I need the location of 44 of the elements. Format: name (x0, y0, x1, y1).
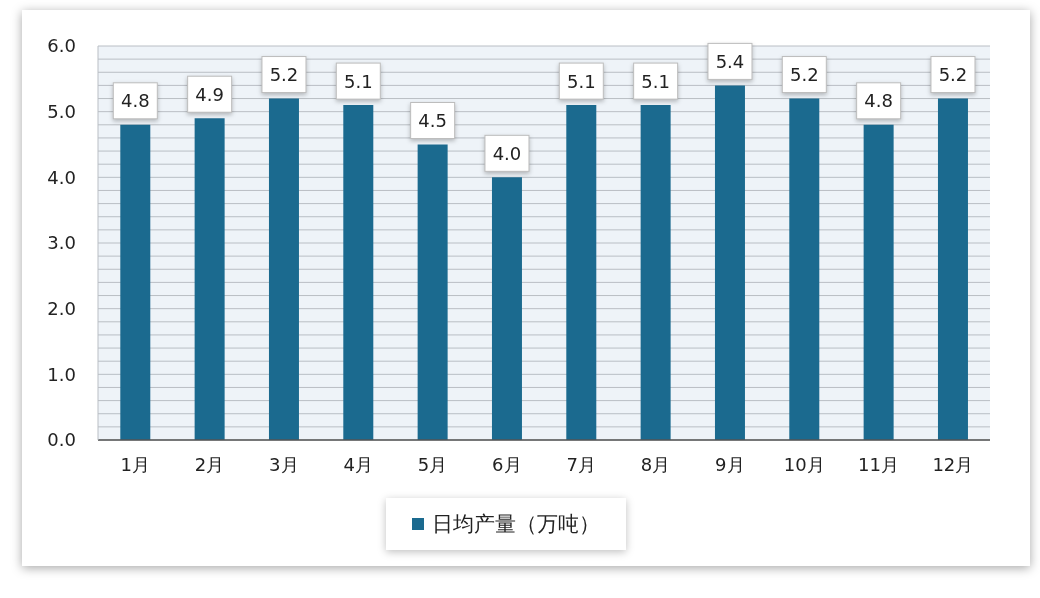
x-tick-label: 2月 (194, 453, 225, 475)
x-tick-label: 6月 (492, 453, 522, 475)
data-label: 4.9 (195, 83, 224, 105)
bar (789, 98, 820, 440)
data-label: 4.8 (120, 90, 150, 112)
x-tick-label: 1月 (120, 453, 150, 475)
y-tick-label: 4.0 (47, 166, 76, 188)
y-tick-label: 2.0 (47, 298, 76, 320)
bar (194, 118, 225, 440)
bar (566, 105, 597, 440)
data-label: 5.4 (715, 50, 745, 72)
x-tick-label: 5月 (417, 453, 448, 475)
bar (343, 105, 374, 440)
bar (268, 98, 299, 440)
bar (491, 177, 522, 440)
data-label: 4.0 (492, 142, 522, 164)
bar (417, 144, 448, 440)
data-label: 4.8 (864, 90, 893, 112)
data-label: 5.2 (789, 64, 819, 86)
y-tick-label: 0.0 (47, 429, 76, 451)
x-tick-label: 11月 (858, 453, 899, 475)
x-tick-label: 12月 (932, 453, 974, 475)
y-tick-label: 3.0 (47, 232, 76, 254)
x-tick-label: 9月 (715, 453, 745, 475)
bar (714, 85, 745, 440)
y-tick-label: 1.0 (47, 363, 76, 385)
data-label: 5.2 (269, 64, 299, 86)
bar (937, 98, 968, 440)
data-label: 4.5 (418, 110, 447, 131)
y-tick-label: 5.0 (47, 101, 76, 123)
bar (120, 124, 151, 440)
bar (863, 124, 894, 440)
x-tick-label: 4月 (343, 453, 373, 475)
y-tick-label: 6.0 (47, 35, 76, 57)
data-label: 5.1 (641, 70, 670, 92)
x-tick-label: 8月 (640, 453, 671, 475)
data-label: 5.1 (343, 70, 373, 92)
x-tick-label: 3月 (269, 453, 299, 475)
x-tick-label: 7月 (566, 453, 596, 475)
data-label: 5.1 (566, 70, 596, 92)
data-label: 5.2 (938, 64, 968, 86)
legend-label: 日均产量（万吨） (432, 511, 600, 538)
bar (640, 105, 671, 440)
x-tick-label: 10月 (783, 453, 825, 475)
